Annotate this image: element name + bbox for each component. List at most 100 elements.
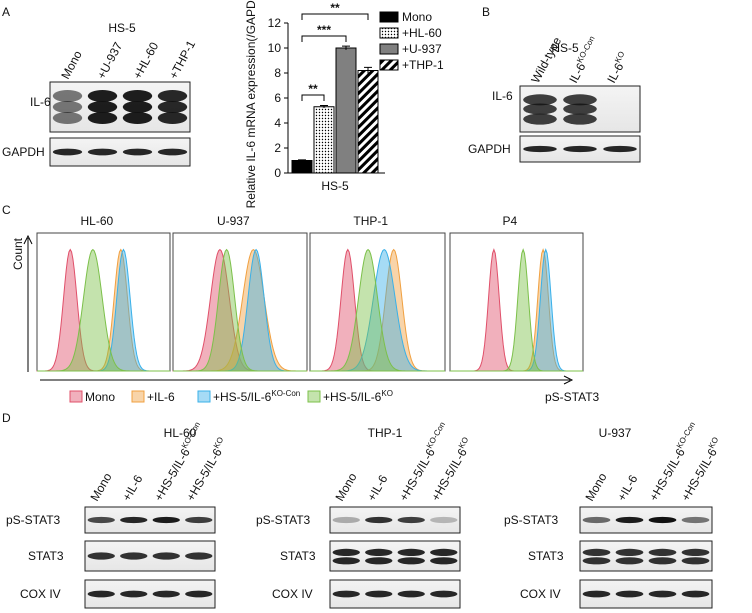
histogram-title: HL-60 (81, 214, 114, 228)
lane-label-main: Mono (582, 470, 609, 503)
blot-band (52, 101, 83, 113)
lane-label-main: IL-6 (566, 60, 588, 85)
y-tick-label: 2 (274, 141, 281, 155)
significance-bracket (301, 35, 347, 42)
lane-label-main: Mono (332, 470, 359, 503)
lane-label: +THP-1 (166, 38, 198, 82)
blot-band (582, 548, 611, 557)
lane-label: Mono (582, 470, 609, 503)
histogram-title: P4 (503, 214, 518, 228)
blot-band (681, 516, 710, 524)
histogram-curve (173, 248, 307, 372)
bar (313, 106, 335, 174)
lane-label-main: Mono (87, 470, 114, 503)
histogram-frame (36, 232, 171, 372)
histogram-curve (310, 248, 445, 372)
legend-swatch (69, 390, 83, 403)
legend-label-main: +HS-5/IL-6 (213, 390, 272, 404)
legend-label-main: Mono (85, 390, 115, 404)
blot-band (563, 145, 597, 153)
error-bar (364, 66, 372, 74)
y-axis-label: Count (11, 237, 25, 270)
blot-band (120, 590, 148, 598)
blot-band (648, 557, 677, 565)
error-bar (342, 45, 350, 50)
panel-label: A (2, 5, 10, 19)
legend-label: Mono (85, 390, 115, 404)
histogram-curve (37, 248, 170, 372)
lane-label-main: +IL-6 (614, 472, 640, 503)
blot-band (582, 557, 611, 565)
y-axis-label: Relative IL-6 mRNA expression(/GAPDH) (244, 0, 258, 208)
blot-band (152, 516, 180, 524)
group-title: THP-1 (368, 426, 403, 440)
row-label: pS-STAT3 (6, 513, 61, 527)
blot-band (615, 590, 644, 598)
blot-band (681, 548, 710, 557)
histogram-title: THP-1 (353, 214, 388, 228)
lane-label-main: Wild-type (528, 34, 564, 85)
blot-band (523, 113, 557, 125)
legend-swatch (197, 390, 211, 403)
blot-title: HS-5 (551, 41, 579, 55)
histogram-frame (309, 232, 446, 372)
blot-band (365, 548, 393, 557)
lane-label: Mono (87, 470, 114, 503)
blot-band (152, 552, 180, 560)
significance-label: ** (308, 82, 318, 96)
histogram-title: U-937 (217, 214, 250, 228)
blot-band (332, 548, 360, 557)
blot-frame (579, 540, 713, 572)
blot-band (122, 90, 153, 102)
legend-label: +U-937 (402, 42, 442, 56)
lane-label: +HL-60 (130, 40, 161, 82)
blot-band (523, 94, 557, 106)
blot-title: HS-5 (108, 21, 136, 35)
panel-label: B (482, 5, 490, 19)
blot-frame (329, 540, 461, 572)
histogram-curve (450, 248, 583, 372)
blot-band (52, 90, 83, 102)
histogram-frame (172, 232, 308, 372)
blot-band (365, 590, 393, 598)
lane-label: +IL-6 (364, 472, 390, 503)
blot-band (87, 148, 118, 156)
y-tick-label: 8 (274, 66, 281, 80)
lane-label: Wild-type (528, 34, 564, 85)
y-tick-label: 4 (274, 116, 281, 130)
row-label: STAT3 (280, 549, 316, 563)
row-label: COX IV (520, 587, 561, 601)
blot-band (332, 557, 360, 565)
blot-band (563, 113, 597, 125)
y-tick-label: 10 (268, 41, 282, 55)
row-label: STAT3 (528, 549, 564, 563)
blot-band (157, 112, 188, 124)
row-label: pS-STAT3 (256, 513, 311, 527)
blot-band (52, 112, 83, 124)
lane-label-main: +IL-6 (119, 472, 145, 503)
x-tick-label: HS-5 (321, 179, 349, 193)
row-label: STAT3 (28, 549, 64, 563)
blot-band (185, 516, 213, 524)
lane-label-sup: KO-Con (675, 420, 697, 450)
lane-label: +IL-6 (614, 472, 640, 503)
x-axis-label: pS-STAT3 (545, 390, 600, 404)
lane-label-main: IL-6 (604, 60, 626, 85)
blot-band (122, 112, 153, 124)
legend-label: Mono (402, 10, 432, 24)
x-arrow (40, 375, 574, 385)
error-bar (320, 105, 328, 108)
legend-swatch (131, 390, 145, 403)
lane-label-sup: KO (613, 50, 626, 64)
blot-band (87, 590, 115, 598)
blot-band (430, 557, 458, 565)
legend-label: +IL-6 (147, 390, 175, 404)
lane-label: Mono (58, 48, 85, 81)
lane-label: Mono (332, 470, 359, 503)
blot-band (157, 148, 188, 156)
bar (357, 70, 379, 174)
legend-label: +HL-60 (402, 26, 442, 40)
group-title: U-937 (599, 426, 632, 440)
blot-band (87, 112, 118, 124)
